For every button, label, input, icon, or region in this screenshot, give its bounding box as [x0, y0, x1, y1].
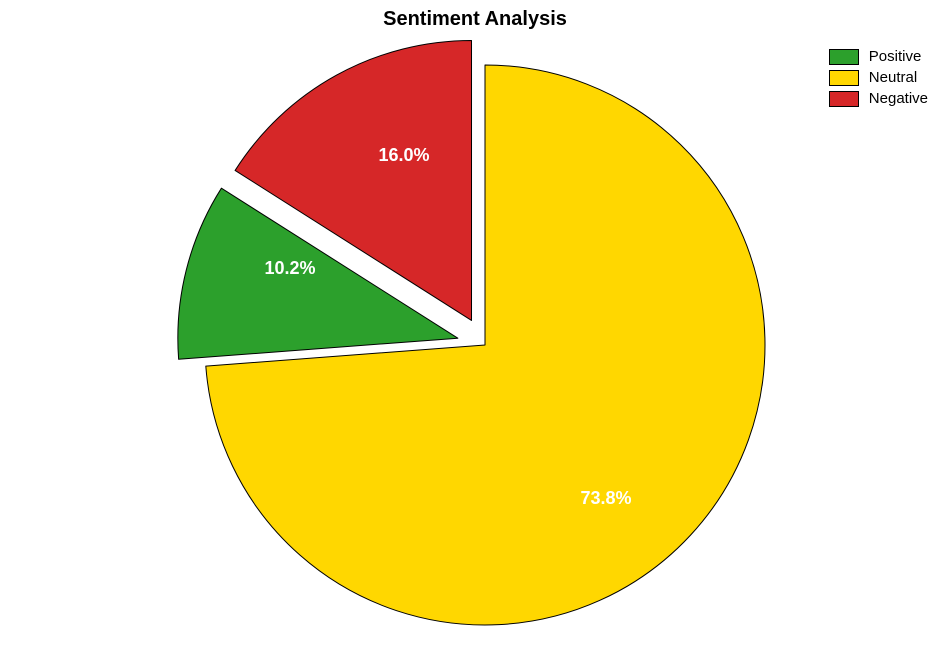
legend-label-positive: Positive — [869, 48, 922, 65]
legend-item-negative: Negative — [829, 90, 928, 107]
legend-label-neutral: Neutral — [869, 69, 917, 86]
pie-chart-container: Sentiment Analysis 16.0%10.2%73.8% Posit… — [0, 0, 950, 662]
legend: Positive Neutral Negative — [829, 48, 928, 111]
legend-label-negative: Negative — [869, 90, 928, 107]
slice-label-neutral: 73.8% — [580, 488, 631, 508]
legend-item-positive: Positive — [829, 48, 928, 65]
legend-swatch-neutral — [829, 70, 859, 86]
pie-chart-svg: 16.0% 10.2% 73.8% — [0, 0, 950, 662]
legend-item-neutral: Neutral — [829, 69, 928, 86]
slice-label-positive: 10.2% — [264, 258, 315, 278]
legend-swatch-positive — [829, 49, 859, 65]
legend-swatch-negative — [829, 91, 859, 107]
slice-label-negative: 16.0% — [378, 145, 429, 165]
